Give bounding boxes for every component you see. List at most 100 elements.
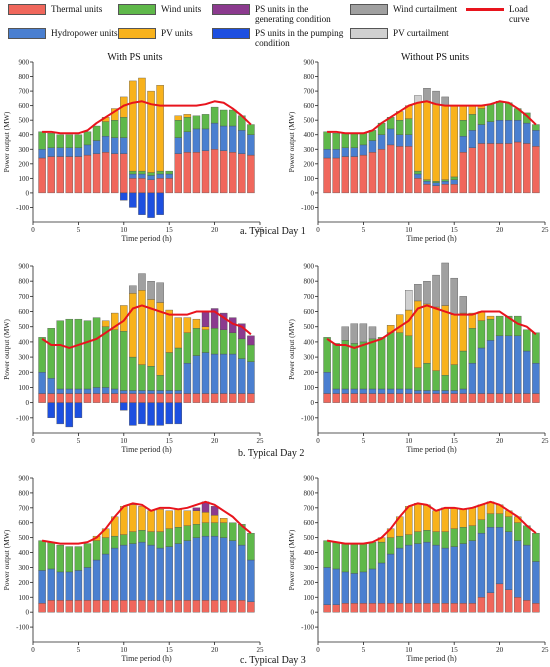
bar-thermal-units-h18 [192,393,201,403]
legend-item-wind: Wind units [118,4,201,15]
bar-thermal-units-h6 [368,603,377,613]
y-tick-label: 500 [304,117,315,125]
bar-hydropower-units-h4 [350,147,359,157]
bar-ps-units-in-the-pumping-condition-h2 [47,402,55,418]
bar-hydropower-units-h13 [432,544,440,604]
bar-hydropower-units-h20 [210,122,219,150]
bar-hydropower-units-h21 [504,531,513,590]
bar-pv-curtailment-h10 [405,290,413,311]
bar-pv-units-h11 [414,503,422,532]
bar-thermal-units-h17 [183,600,192,613]
bar-wind-units-h15 [450,176,458,180]
bar-thermal-units-h2 [332,157,340,194]
legend-swatch-pv [118,28,156,39]
bar-thermal-units-h20 [210,393,219,403]
y-tick-label: 300 [304,354,315,362]
bar-thermal-units-h1 [323,393,331,403]
bar-thermal-units-h2 [47,156,55,194]
x-tick-label: 20 [496,437,504,445]
y-tick-label: 700 [304,88,315,96]
x-tick-label: 25 [542,437,550,445]
bar-thermal-units-h14 [441,603,449,613]
bar-wind-units-h7 [377,541,386,564]
bar-thermal-units-h22 [229,152,237,194]
y-axis-label: Power output (MW) [287,319,296,380]
bar-hydropower-units-h4 [350,388,359,394]
bar-wind-units-h5 [74,546,83,571]
bar-hydropower-units-h1 [38,372,46,394]
bar-thermal-units-h4 [65,393,74,403]
bar-wind-units-h21 [504,516,513,532]
bar-hydropower-units-h5 [359,388,368,394]
legend-swatch-ps-gen [212,4,250,15]
bar-hydropower-units-h6 [368,140,377,153]
bar-hydropower-units-h11 [129,543,137,601]
load-curve-line [41,304,252,349]
bar-thermal-units-h21 [504,143,513,194]
bar-pv-units-h18 [477,504,486,520]
bar-thermal-units-h9 [111,153,119,194]
x-tick-label: 25 [542,226,550,234]
bar-ps-units-in-the-pumping-condition-h14 [156,402,164,426]
bar-pv-units-h15 [450,105,458,178]
bar-hydropower-units-h3 [56,147,64,157]
x-axis-label: Time period (h) [406,445,457,454]
bar-pv-units-h12 [423,101,431,180]
bar-hydropower-units-h8 [386,388,395,394]
bar-thermal-units-h11 [129,178,137,194]
x-tick-label: 5 [362,646,366,654]
x-tick-label: 5 [77,437,81,445]
bar-hydropower-units-h17 [183,131,192,153]
legend-item-ps-pump: PS units in the pumping condition [212,28,347,48]
x-tick-label: 0 [316,437,320,445]
column-title-without-ps: Without PS units [401,52,469,63]
bar-wind-curtailment-h16 [459,296,467,314]
legend-item-ps-gen: PS units in the generating condition [212,4,347,24]
y-tick-label: 200 [19,160,30,168]
bar-wind-curtailment-h12 [138,273,146,291]
bar-wind-units-h23 [238,338,246,359]
bar-wind-units-h24 [532,332,540,364]
bar-hydropower-units-h19 [486,121,495,144]
bar-pv-units-h16 [459,105,467,121]
bar-hydropower-units-h1 [38,570,46,604]
y-tick-label: 900 [304,59,315,67]
bar-thermal-units-h10 [120,153,128,194]
bar-wind-curtailment-h11 [414,284,422,302]
bar-hydropower-units-h21 [504,120,513,144]
bar-pv-units-h11 [129,80,137,172]
bar-hydropower-units-h5 [74,388,83,394]
bar-hydropower-units-h9 [111,137,119,154]
bar-wind-units-h12 [423,179,431,182]
bar-wind-units-h24 [247,344,255,362]
bar-ps-units-in-the-generating-condition-h20 [210,506,219,516]
y-tick-label: 900 [304,475,315,483]
bar-thermal-units-h13 [147,393,155,403]
bar-thermal-units-h8 [386,603,395,613]
bar-thermal-units-h15 [450,603,458,613]
bar-wind-curtailment-h15 [450,277,458,315]
y-tick-label: 0 [26,609,30,617]
chart-panel-day-3-with-ps-units: -100 0 100 200 300 400 500 600 700 800 900 0 5 10 15 20… [2,475,264,664]
bar-thermal-units-h16 [174,600,182,613]
bar-thermal-units-h14 [156,600,164,613]
bar-thermal-units-h8 [101,600,110,613]
bar-pv-units-h17 [183,114,192,118]
bar-hydropower-units-h13 [147,390,155,394]
bar-hydropower-units-h12 [423,541,431,604]
x-tick-label: 15 [166,437,174,445]
bar-thermal-units-h23 [238,393,246,403]
bar-pv-units-h11 [129,504,137,532]
bar-wind-units-h6 [368,541,377,570]
bar-wind-units-h4 [65,318,74,390]
bar-wind-units-h7 [92,125,101,141]
bar-wind-units-h6 [83,131,92,146]
bar-wind-curtailment-h12 [423,88,431,102]
x-axis-label: Time period (h) [121,234,172,243]
legend-swatch-ps-pump [212,28,250,39]
bar-wind-units-h13 [147,531,155,546]
bar-pv-units-h14 [441,305,449,376]
bar-pv-units-h17 [468,312,477,329]
bar-wind-units-h20 [210,522,219,537]
bar-hydropower-units-h11 [414,543,422,604]
